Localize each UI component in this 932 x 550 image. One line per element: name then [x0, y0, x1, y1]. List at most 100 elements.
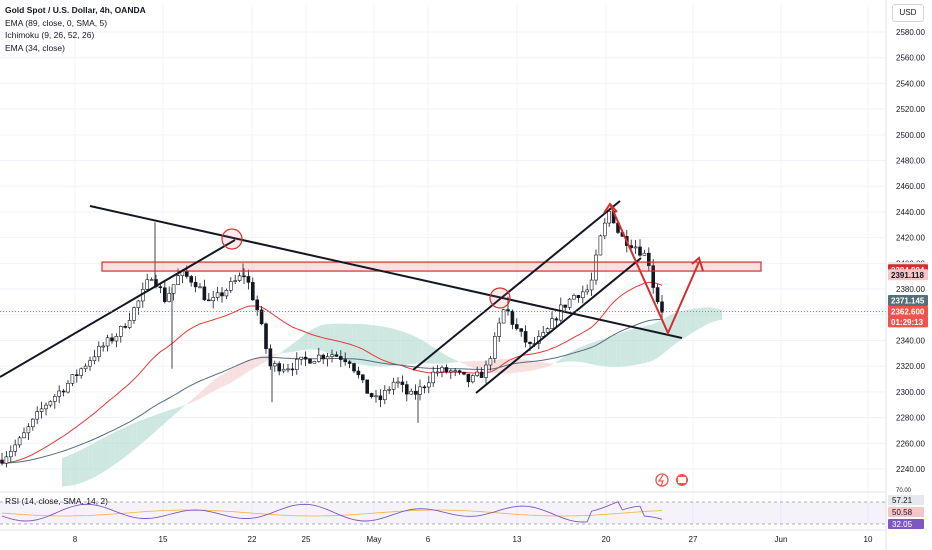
time-tick-label: 6 [426, 535, 431, 544]
cloud-segment [656, 320, 661, 359]
cloud-segment [229, 368, 234, 384]
cloud-segment [312, 326, 318, 350]
cloud-segment [480, 360, 485, 372]
cloud-segment [286, 345, 291, 353]
cloud-segment [123, 425, 128, 459]
rsi-value-tag [888, 495, 924, 505]
cloud-segment [378, 325, 384, 367]
cloud-segment [374, 325, 379, 367]
candle-body [594, 254, 598, 281]
candle-body [44, 404, 48, 410]
indicator-ema89[interactable]: EMA (89, close, 0, SMA, 5) [5, 17, 108, 28]
cloud-segment [141, 418, 146, 444]
cloud-segment [132, 422, 137, 452]
cloud-segment [686, 309, 692, 337]
cloud-segment [70, 452, 76, 486]
cloud-segment [563, 353, 568, 362]
price-tick-label: 2240.00 [896, 465, 925, 474]
candle-body [193, 281, 198, 288]
time-axis[interactable]: 8 15 22 25 May 6 13 20 27 Jun 10 [0, 529, 886, 544]
indicator-ichimoku[interactable]: Ichimoku (9, 26, 52, 26) [5, 30, 95, 40]
time-tick-label: 10 [864, 535, 873, 544]
candle-body [171, 284, 176, 294]
symbol-title[interactable]: Gold Spot / U.S. Dollar, 4h, OANDA [5, 5, 146, 15]
candle-body [400, 381, 405, 385]
rsi-legend[interactable]: RSI (14, close, SMA, 14, 2) [5, 496, 108, 506]
candle-body [13, 444, 17, 452]
rsi-value-label: 57.21 [892, 496, 913, 505]
cloud-segment [559, 356, 564, 363]
cloud-segment [466, 361, 472, 368]
cloud-segment [308, 329, 313, 350]
cloud-segment [400, 330, 406, 366]
price-tag-label: 2362.600 [891, 307, 925, 316]
cloud-segment [356, 323, 362, 365]
cloud-segment [352, 323, 357, 364]
cloud-segment [251, 357, 256, 370]
price-tick-label: 2500.00 [896, 131, 925, 140]
candle-body [646, 252, 651, 266]
cloud-segment [233, 365, 238, 382]
candle-body [501, 309, 506, 324]
candle-body [149, 279, 154, 281]
cloud-segment [704, 307, 709, 326]
cloud-segment [66, 454, 71, 487]
cloud-segment [246, 358, 252, 373]
candle-body [48, 401, 53, 406]
cloud-segment [282, 348, 287, 354]
rsi-pane: 57.21 50.58 32.05 70.00 [0, 488, 924, 529]
candle-body [440, 367, 444, 373]
candle-body [176, 275, 180, 286]
candle-body [30, 418, 35, 428]
candle-body [97, 345, 101, 358]
cloud-segment [79, 448, 84, 484]
cloud-segment [92, 441, 98, 479]
candle-body [651, 265, 656, 288]
currency-button[interactable]: USD [892, 4, 924, 22]
cloud-segment [620, 331, 626, 367]
price-tag-label: 2371.145 [891, 296, 925, 305]
cloud-segment [678, 310, 683, 343]
cloud-segment [590, 341, 595, 365]
candle-body [325, 356, 330, 360]
cloud-segment [185, 401, 190, 406]
rsi-line [1, 501, 663, 523]
cloud-segment [427, 343, 432, 364]
cloud-segment [598, 338, 604, 367]
price-tick-label: 2420.00 [896, 234, 925, 243]
candle-body [466, 373, 471, 383]
cloud-segment [242, 360, 247, 376]
candle-body [382, 390, 387, 401]
cloud-segment [84, 446, 89, 482]
rsi-value-tag [888, 519, 924, 529]
candle-body [642, 252, 647, 256]
price-tag [888, 294, 928, 306]
cloud-segment [110, 432, 115, 468]
candle-body [189, 276, 193, 283]
indicator-ema34[interactable]: EMA (34, close) [5, 42, 65, 53]
candle-body [356, 370, 361, 376]
candle-body [268, 348, 273, 367]
candle-body [233, 280, 237, 282]
cloud-segment [365, 324, 370, 366]
candle-body [488, 358, 493, 366]
candle-body [343, 359, 348, 363]
cloud-segment [708, 307, 714, 324]
candle-body [9, 451, 13, 458]
cloud-segment [436, 349, 441, 364]
cloud-segment [97, 438, 102, 476]
descending-trendline [89, 205, 683, 339]
price-tick-label: 2380.00 [896, 285, 925, 294]
price-tick-label: 2340.00 [896, 336, 925, 345]
candle-body [281, 368, 286, 372]
candle-body [413, 390, 418, 395]
candle-body [545, 328, 550, 333]
time-tick-label: 20 [602, 535, 611, 544]
cloud-segment [519, 358, 524, 373]
candle-body [519, 328, 524, 332]
cloud-segment [383, 326, 388, 367]
cloud-segment [458, 361, 463, 364]
candle-body [75, 374, 79, 376]
cloud-segment [299, 334, 304, 351]
